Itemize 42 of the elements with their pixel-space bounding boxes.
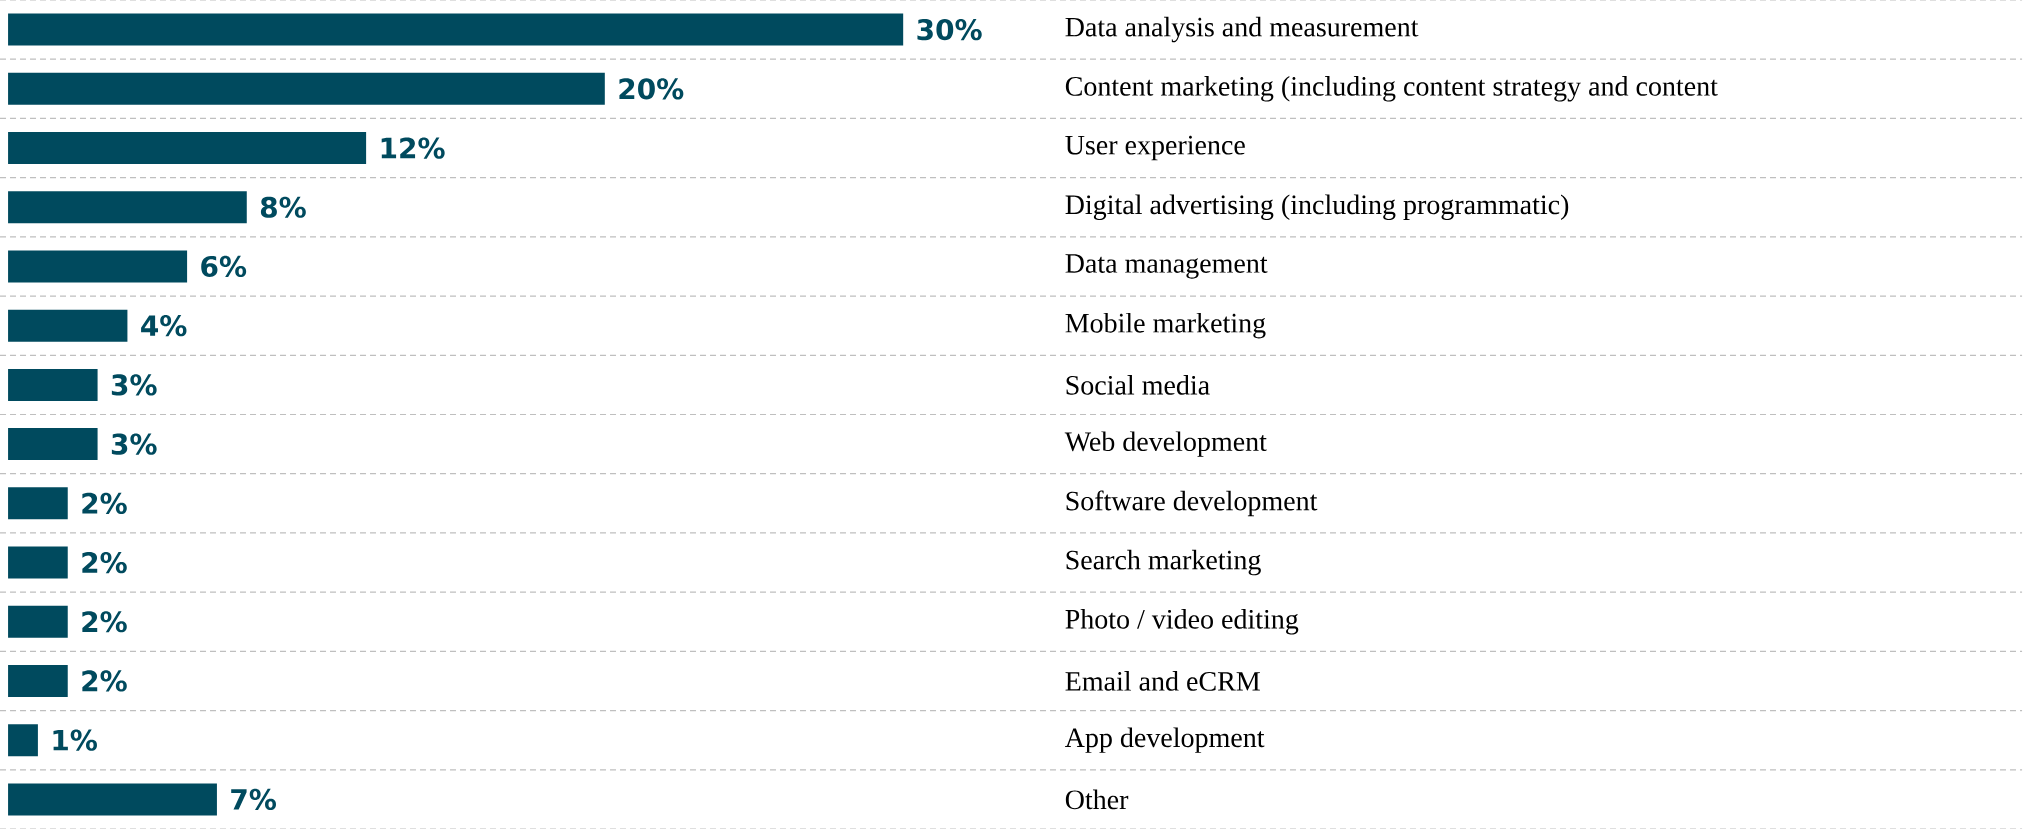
data-label: 20% xyxy=(619,78,684,100)
bar xyxy=(8,487,68,520)
data-label: 8% xyxy=(260,196,306,218)
data-label: 30% xyxy=(917,19,982,41)
y-tick-label: Search marketing xyxy=(1066,549,1261,576)
bar xyxy=(8,546,68,579)
data-label: 12% xyxy=(381,137,445,159)
bar xyxy=(8,368,98,401)
y-tick-label: Data analysis and measurement xyxy=(1065,16,1419,43)
bar xyxy=(8,605,68,638)
data-label: 2% xyxy=(82,611,127,633)
y-tick-label: Data management xyxy=(1065,254,1268,279)
y-tick-label: App development xyxy=(1064,727,1265,753)
data-label: 6% xyxy=(201,255,247,278)
data-label: 3% xyxy=(111,374,157,396)
y-tick-label: Other xyxy=(1065,789,1129,810)
data-label: 7% xyxy=(231,788,276,810)
bar xyxy=(8,191,247,224)
bar xyxy=(8,309,128,342)
y-tick-label: User experience xyxy=(1065,135,1245,161)
bar xyxy=(8,428,98,461)
data-label: 1% xyxy=(53,729,97,751)
y-tick-label: Content marketing (including content strategy and content xyxy=(1065,76,1718,102)
y-tick-label: Mobile marketing xyxy=(1065,312,1266,339)
bar xyxy=(8,13,904,46)
bar xyxy=(8,664,68,697)
y-tick-label: Web development xyxy=(1064,431,1267,457)
y-tick-label: Photo / video editing xyxy=(1065,608,1299,635)
data-label: 2% xyxy=(82,492,127,514)
bar xyxy=(8,132,367,165)
y-tick-label: Social media xyxy=(1066,375,1210,395)
bar xyxy=(8,783,217,816)
y-tick-label: Software development xyxy=(1066,490,1318,517)
y-tick-label: Digital advertising (including programmatic) xyxy=(1065,194,1569,220)
data-label: 3% xyxy=(111,433,157,455)
data-label: 4% xyxy=(141,315,187,337)
bar xyxy=(8,724,38,757)
data-label: 2% xyxy=(82,551,127,574)
bar xyxy=(8,250,188,283)
y-tick-label: Email and eCRM xyxy=(1065,671,1260,691)
bar xyxy=(8,72,605,105)
data-label: 2% xyxy=(82,670,127,692)
